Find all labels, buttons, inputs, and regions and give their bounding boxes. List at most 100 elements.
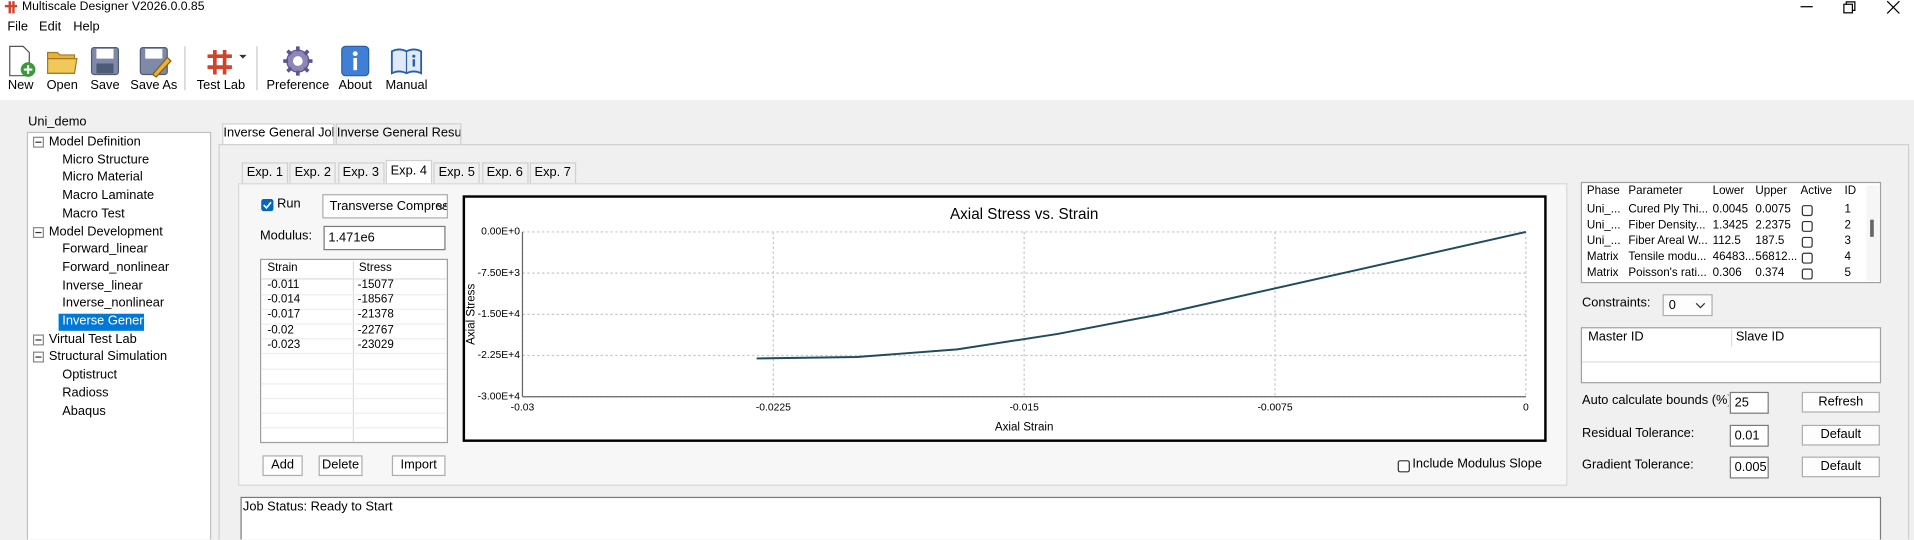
table-cell[interactable]: -0.017 [267,309,301,322]
parameter-cell[interactable]: Uni_... [1586,234,1621,248]
tab[interactable]: Inverse General Job [222,123,335,145]
exp-tab[interactable]: Exp. 5 [433,162,480,184]
parameter-cell[interactable]: 2.2375 [1755,218,1791,232]
tab[interactable]: Inverse General Result [335,123,462,145]
setting-input[interactable]: 25 [1729,391,1769,414]
tree-expander[interactable] [32,226,44,238]
tree-item[interactable]: Forward_linear [62,241,148,257]
button[interactable]: Add [262,455,303,477]
toolbar-icon[interactable] [205,45,249,77]
parameter-cell[interactable]: 112.5 [1712,234,1741,248]
parameter-cell[interactable]: 0.0045 [1712,202,1749,217]
exp-tab[interactable]: Exp. 2 [289,162,337,184]
menu-item[interactable]: Edit [39,19,62,35]
minimize-button[interactable] [1800,6,1813,8]
table-cell[interactable]: -22767 [357,324,394,337]
parameter-cell[interactable]: 0.0075 [1755,202,1791,217]
parameter-cell[interactable]: Tensile modu... [1628,250,1707,264]
parameter-cell[interactable]: Matrix [1586,266,1619,280]
toolbar-label[interactable]: Preference [266,78,330,93]
toolbar-icon[interactable] [5,45,49,77]
tree-item[interactable]: Micro Material [62,170,143,185]
tree-item[interactable]: Inverse_nonlinear [62,295,165,311]
close-button[interactable] [1886,0,1900,14]
parameter-cell[interactable]: 3 [1844,234,1851,248]
tree-item[interactable]: Forward_nonlinear [62,259,170,275]
run-checkbox[interactable] [261,198,274,212]
tree-item[interactable]: Macro Laminate [62,188,155,203]
tree-expander[interactable] [32,352,44,364]
menu-item[interactable]: Help [73,19,100,35]
table-cell[interactable]: -15077 [357,279,394,292]
toolbar-icon[interactable] [390,45,435,77]
parameter-cell[interactable]: Fiber Density... [1628,218,1706,232]
button[interactable]: Delete [318,455,363,477]
setting-input[interactable]: 0.005 [1729,456,1769,479]
active-checkbox[interactable] [1801,205,1813,217]
parameter-cell[interactable]: 56812... [1755,250,1798,264]
table-cell[interactable]: -0.011 [267,279,300,292]
exp-tab[interactable]: Exp. 3 [337,162,385,184]
exp-tab[interactable]: Exp. 6 [481,162,528,184]
parameter-cell[interactable]: Uni_... [1586,218,1621,232]
table-cell[interactable]: -0.023 [267,339,301,352]
tree-item[interactable]: Micro Structure [62,152,150,167]
tree-root[interactable]: Uni_demo [28,115,87,130]
toolbar-label[interactable]: Save As [130,78,178,93]
parameter-cell[interactable]: 0.374 [1755,266,1785,280]
setting-button[interactable]: Default [1801,424,1880,445]
toolbar-icon[interactable] [89,45,133,77]
button[interactable]: Import [391,455,446,477]
tree-expander[interactable] [32,136,44,148]
toolbar-label[interactable]: Save [90,78,120,93]
active-checkbox[interactable] [1801,252,1813,264]
tree-group[interactable]: Virtual Test Lab [48,331,137,347]
tree-item[interactable]: Radioss [62,385,109,401]
tree-item[interactable]: Inverse General [58,313,145,331]
parameter-cell[interactable]: Poisson's rati... [1628,266,1707,280]
tree-group[interactable]: Model Definition [48,134,141,149]
restore-button[interactable] [1843,1,1856,14]
table-cell[interactable]: -18567 [357,294,394,307]
parameter-cell[interactable]: 1.3425 [1712,218,1749,232]
active-checkbox[interactable] [1801,220,1813,232]
parameter-cell[interactable]: 0.306 [1712,266,1742,280]
parameter-cell[interactable]: 187.5 [1755,234,1785,248]
table-cell[interactable]: -0.014 [267,294,301,307]
parameter-cell[interactable]: Fiber Areal W... [1628,234,1708,248]
toolbar-label[interactable]: Manual [385,78,428,93]
parameter-cell[interactable]: 4 [1844,250,1851,264]
parameter-cell[interactable]: 2 [1844,218,1851,232]
parameter-cell[interactable]: Matrix [1586,250,1619,264]
parameter-cell[interactable]: Uni_... [1586,202,1621,217]
parameter-cell[interactable]: 1 [1844,202,1851,217]
exp-tab[interactable]: Exp. 1 [241,162,289,184]
table-cell[interactable]: -23029 [357,339,394,352]
tree-item[interactable]: Optistruct [62,367,118,383]
test-type-combo[interactable]: Transverse Compressi [322,194,448,219]
setting-button[interactable]: Refresh [1801,391,1880,413]
include-modulus-checkbox[interactable] [1397,460,1410,473]
exp-tab[interactable]: Exp. 7 [529,162,576,184]
parameter-cell[interactable]: 5 [1844,266,1851,280]
exp-tab[interactable]: Exp. 4 [385,159,432,184]
parameter-cell[interactable]: 46483... [1712,250,1755,264]
toolbar-label[interactable]: Test Lab [196,78,246,93]
tree-group[interactable]: Structural Simulation [48,349,168,365]
toolbar-icon[interactable] [282,45,326,77]
tree-item[interactable]: Abaqus [62,403,106,419]
modulus-input[interactable]: 1.471e6 [323,225,446,251]
toolbar-icon[interactable] [138,45,182,78]
tree-expander[interactable] [32,334,44,346]
tree-group[interactable]: Model Development [48,223,163,239]
toolbar-icon[interactable] [46,45,90,77]
tree-item[interactable]: Macro Test [62,206,125,221]
toolbar-label[interactable]: Open [46,78,78,93]
toolbar-icon[interactable] [339,45,383,77]
toolbar-label[interactable]: About [338,78,372,93]
constraints-combo[interactable]: 0 [1662,294,1713,317]
setting-button[interactable]: Default [1801,456,1880,478]
active-checkbox[interactable] [1801,236,1813,248]
table-cell[interactable]: -0.02 [267,324,294,337]
menu-item[interactable]: File [7,19,28,35]
